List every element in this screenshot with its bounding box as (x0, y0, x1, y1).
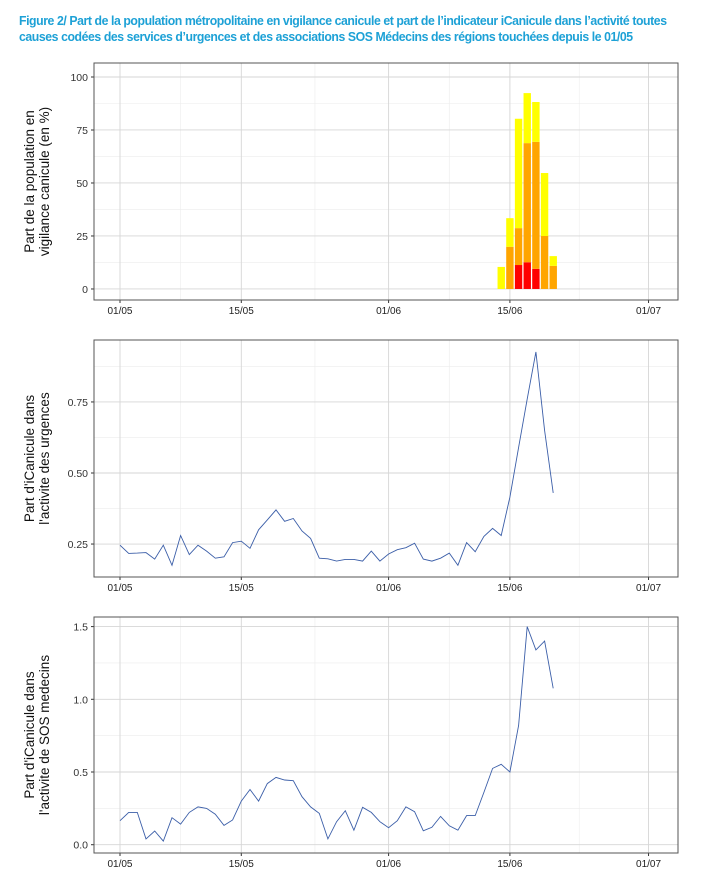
bar-jaune (497, 266, 505, 289)
y-axis-title: Part d'iCanicule dansl'activite des urge… (22, 392, 52, 525)
y-axis-title: Part de la population envigilance canicu… (22, 107, 52, 256)
x-tick-label: 01/07 (636, 583, 661, 594)
x-tick-label: 15/06 (497, 583, 522, 594)
bar-orange (549, 265, 557, 289)
y-tick-label: 1.0 (73, 694, 88, 706)
bar-orange (540, 235, 549, 289)
series-line (119, 626, 554, 842)
bar-jaune (514, 118, 523, 229)
x-tick-label: 15/05 (229, 583, 254, 594)
y-tick-label: 0.50 (68, 468, 89, 480)
y-tick-label: 50 (76, 178, 88, 190)
panel-border (93, 616, 679, 854)
chart-3: 01/05 15/05 01/06 15/06 01/07 0.0 0.5 1.0 1.5 Par… (22, 616, 679, 870)
figure-title: Figure 2/ Part de la population métropol… (19, 13, 667, 45)
y-tick-label: 75 (76, 125, 88, 137)
x-tick-label: 15/05 (229, 306, 254, 317)
y-tick-label: 0.25 (68, 539, 89, 551)
x-tick-label: 01/05 (107, 859, 132, 870)
y-axis-title-line2: l'activite de SOS medecins (37, 655, 52, 815)
x-tick-label: 01/07 (636, 306, 661, 317)
y-tick-label: 0.0 (73, 840, 88, 852)
bar-rouge (514, 265, 523, 289)
bar-jaune (549, 256, 557, 266)
x-tick-label: 01/05 (107, 306, 132, 317)
bar-rouge (532, 268, 540, 289)
series-line (119, 351, 554, 567)
y-tick-label: 0.75 (68, 397, 89, 409)
bar-orange (506, 246, 514, 289)
x-tick-label: 01/07 (636, 859, 661, 870)
y-tick-label: 100 (70, 72, 88, 84)
y-axis-title: Part d'iCanicule dansl'activite de SOS m… (22, 655, 52, 815)
y-axis-title-line1: Part d'iCanicule dans (22, 395, 37, 522)
y-tick-label: 0 (82, 284, 88, 296)
chart-1: 01/05 15/05 01/06 15/06 01/07 0 25 50 75 100 Part … (22, 62, 679, 317)
y-axis-title-line2: vigilance canicule (en %) (37, 107, 52, 256)
bar-jaune (532, 102, 540, 142)
x-tick-label: 01/06 (376, 859, 401, 870)
x-tick-label: 01/06 (376, 306, 401, 317)
y-axis-title-line2: l'activite des urgences (37, 392, 52, 525)
bar-jaune (523, 93, 531, 144)
figure-title-line1: Figure 2/ Part de la population métropol… (19, 13, 667, 28)
bar-rouge (523, 262, 531, 289)
x-tick-label: 15/05 (229, 859, 254, 870)
y-tick-label: 0.5 (73, 767, 88, 779)
bar-orange (532, 141, 540, 269)
y-axis-title-line1: Part d'iCanicule dans (22, 671, 37, 798)
bar-jaune (540, 173, 549, 236)
x-tick-label: 15/06 (497, 306, 522, 317)
x-tick-label: 01/06 (376, 583, 401, 594)
chart-2: 01/05 15/05 01/06 15/06 01/07 0.25 0.50 0.75 Par… (22, 339, 679, 594)
bar-jaune (506, 218, 514, 247)
y-tick-label: 25 (76, 231, 88, 243)
panel-border (93, 339, 679, 578)
figure-title-line2: causes codées des services d’urgences et… (19, 29, 633, 44)
y-tick-label: 1.5 (73, 622, 88, 634)
bar-orange (523, 143, 531, 263)
x-tick-label: 15/06 (497, 859, 522, 870)
y-axis-title-line1: Part de la population en (22, 110, 37, 253)
bar-orange (514, 228, 523, 266)
x-tick-label: 01/05 (107, 583, 132, 594)
panel-border (93, 62, 679, 301)
